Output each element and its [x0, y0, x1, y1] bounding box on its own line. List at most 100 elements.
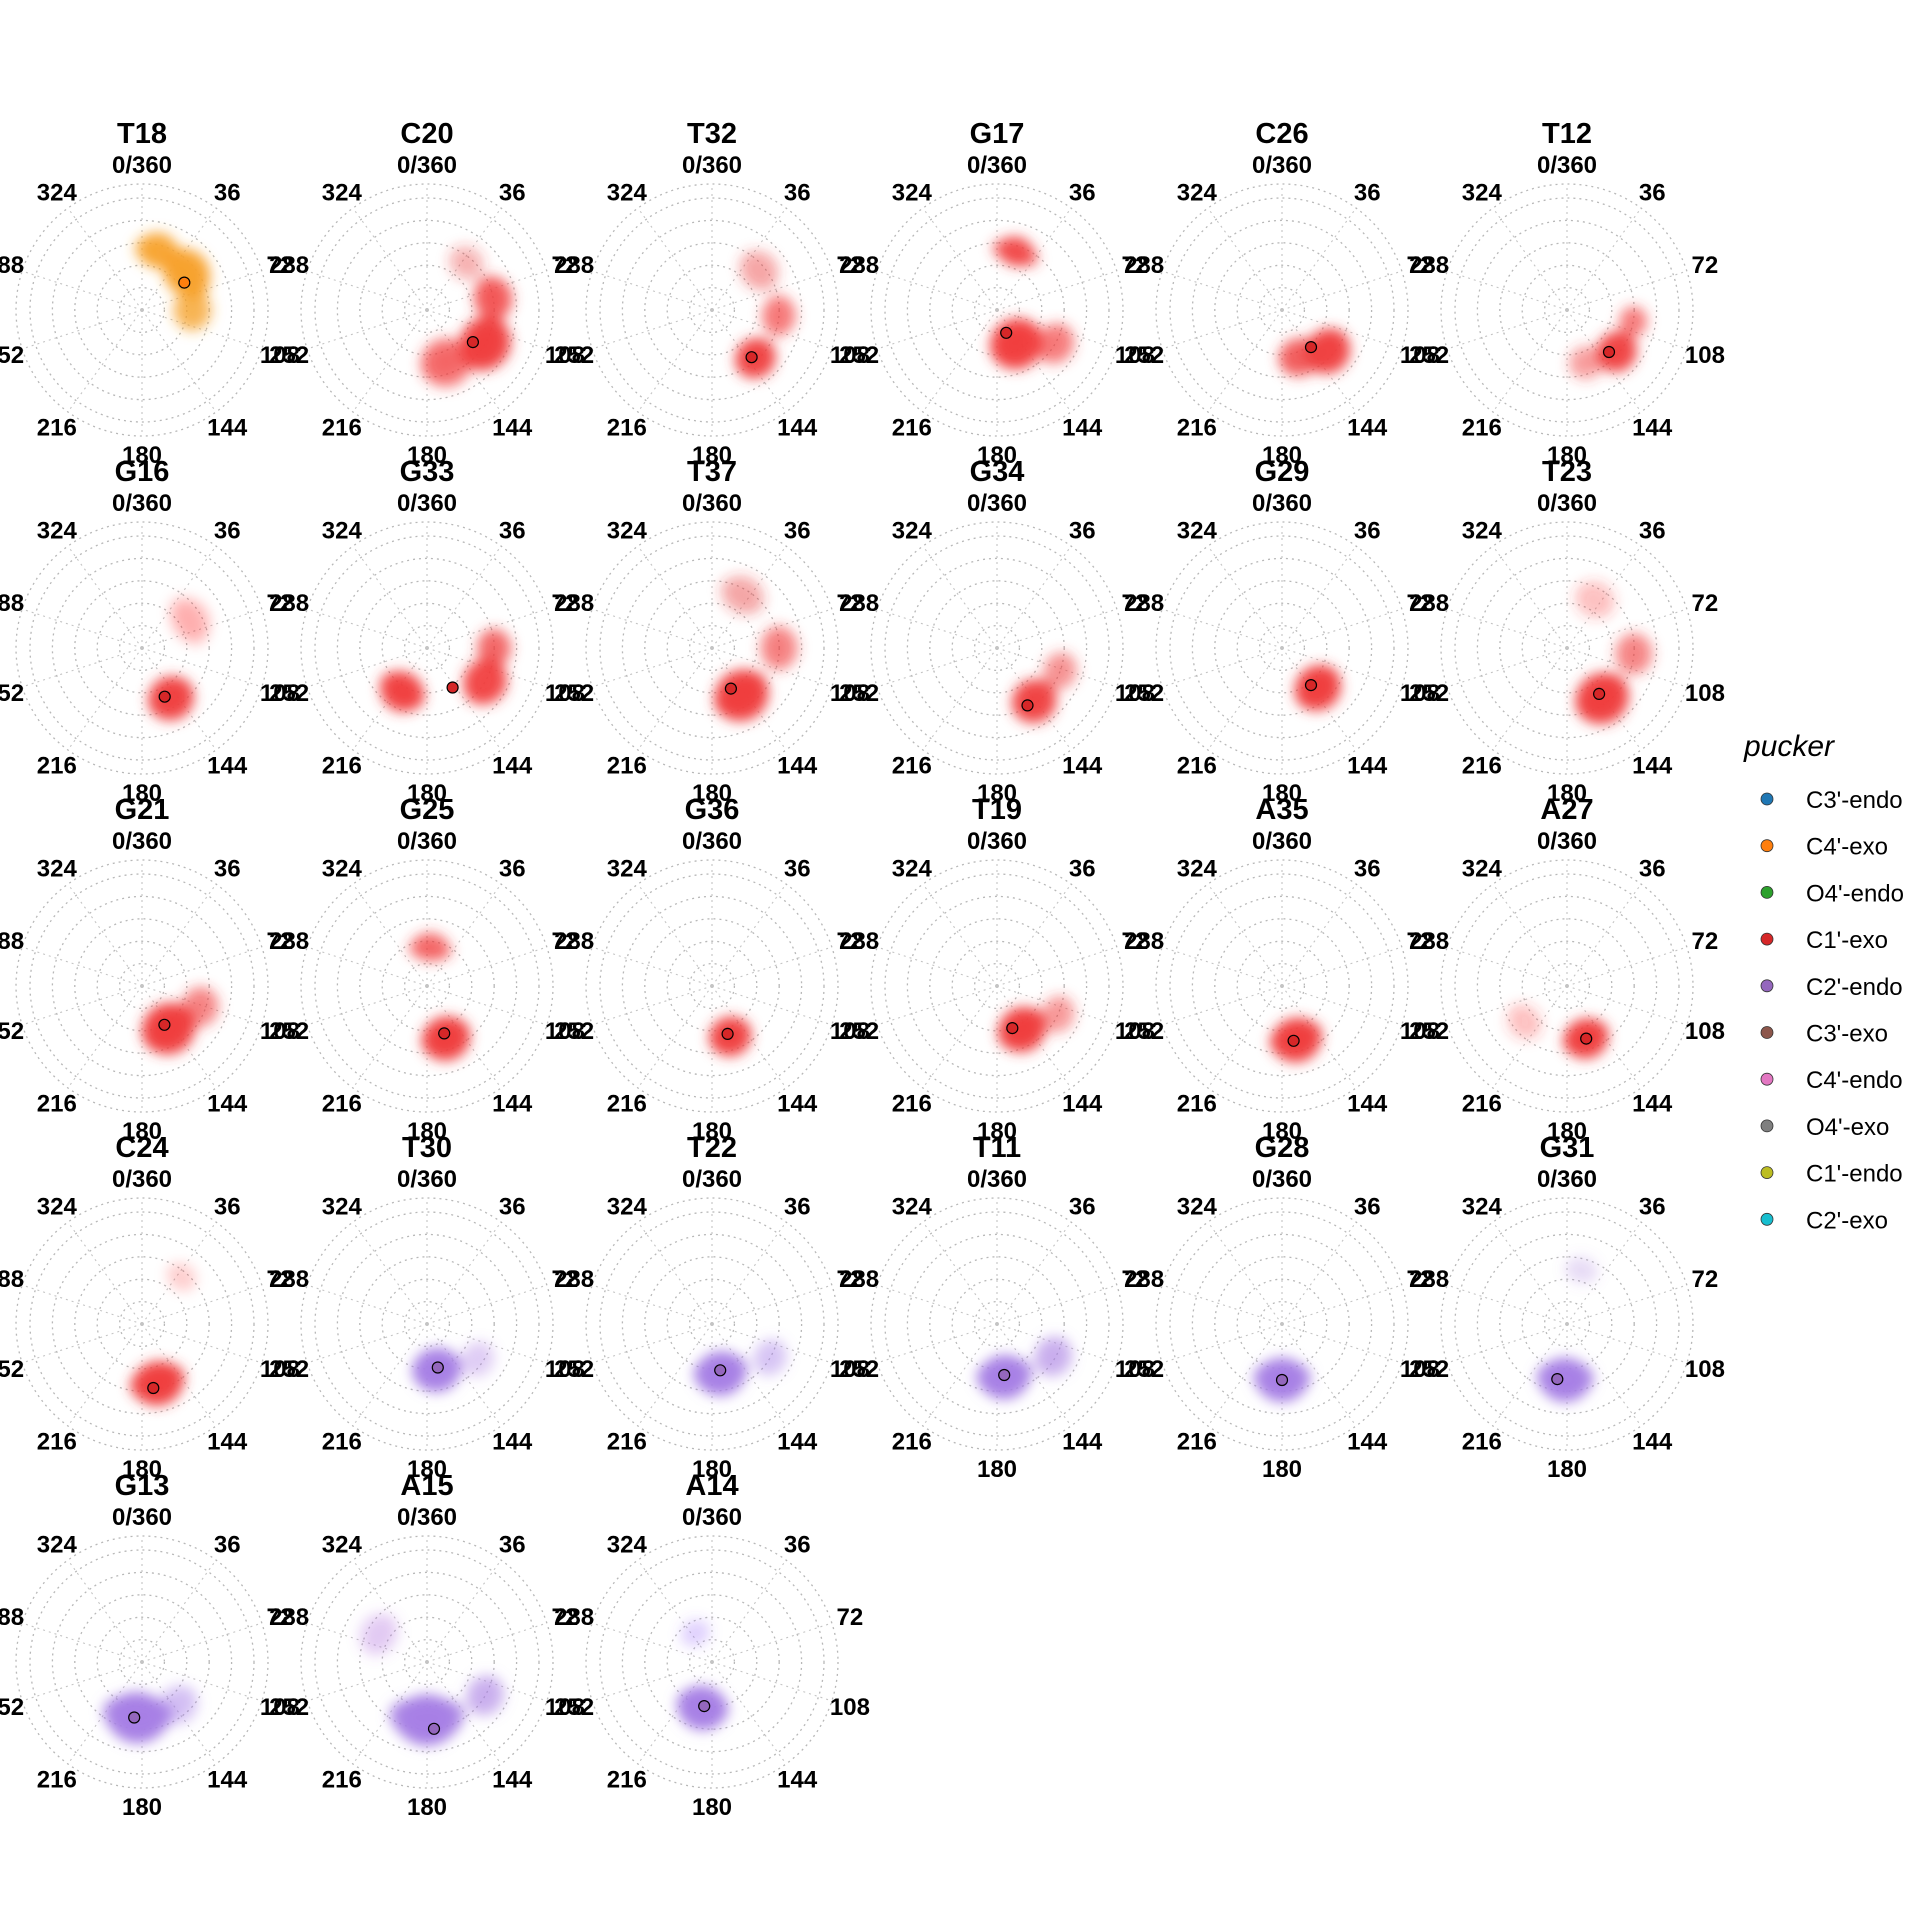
angle-tick-label: 108 [1400, 342, 1440, 369]
angle-tick-label: 72 [1407, 1266, 1434, 1293]
grid-ring [951, 1278, 1043, 1370]
panel-title: T22 [687, 1132, 737, 1164]
angle-tick-label: 36 [1639, 1194, 1666, 1221]
angle-tick-label: 0/360 [682, 1166, 742, 1193]
panel-title: G28 [1255, 1132, 1310, 1164]
grid-spoke [637, 309, 713, 413]
angle-tick-label: 36 [784, 180, 811, 207]
mean-pucker-point [724, 682, 738, 695]
grid-ring [1258, 962, 1306, 1010]
angle-tick-label: 324 [1177, 856, 1218, 883]
grid-ring-outer [300, 1535, 554, 1789]
panel-title: A27 [1540, 794, 1593, 826]
grid-spoke [1207, 545, 1283, 649]
grid-ring [599, 873, 825, 1099]
grid-spoke [1566, 946, 1687, 987]
angle-tick-label: 180 [692, 1794, 732, 1821]
pucker-legend: pucker C3'-endo C4'-exo O4'-endo C1'-exo C2'… [1743, 730, 1904, 1234]
grid-spoke [141, 946, 262, 987]
grid-spoke [67, 545, 143, 649]
grid-ring-outer [1440, 183, 1694, 437]
angle-tick-label: 252 [1124, 1356, 1164, 1383]
grid-spoke [637, 1221, 713, 1325]
angle-tick-label: 252 [269, 1356, 309, 1383]
density-core [1569, 345, 1604, 380]
grid-ring [1454, 873, 1680, 1099]
mean-pucker-point [1006, 1021, 1019, 1035]
grid-spoke [141, 1323, 262, 1364]
angle-tick-label: 252 [1124, 1018, 1164, 1045]
mean-pucker-point [1000, 326, 1013, 339]
angle-tick-label: 324 [607, 1194, 648, 1221]
grid-spoke [67, 883, 143, 987]
angle-tick-label: 0/360 [967, 490, 1027, 517]
grid-ring [1214, 580, 1350, 716]
grid-ring-outer [300, 521, 554, 775]
grid-spoke [1492, 1221, 1568, 1325]
angle-tick-label: 288 [554, 928, 594, 955]
angle-tick-label: 36 [1639, 180, 1666, 207]
grid-ring [1543, 962, 1591, 1010]
angle-tick-label: 0/360 [1252, 490, 1312, 517]
angle-tick-label: 324 [322, 180, 363, 207]
grid-spoke [1447, 647, 1568, 688]
grid-ring [666, 264, 758, 356]
grid-ring [929, 1256, 1065, 1392]
grid-spoke [1281, 270, 1402, 311]
grid-ring [644, 918, 780, 1054]
angle-tick-label: 108 [545, 1356, 585, 1383]
panel-title: T12 [1542, 118, 1592, 150]
angle-tick-label: 108 [830, 1018, 870, 1045]
grid-spoke [922, 647, 998, 751]
grid-spoke [1162, 608, 1283, 649]
angle-tick-label: 180 [1262, 1456, 1302, 1483]
grid-spoke [352, 1221, 428, 1325]
grid-spoke [426, 1221, 502, 1325]
angle-tick-label: 180 [407, 780, 447, 807]
grid-spoke [711, 1221, 787, 1325]
angle-tick-label: 144 [777, 1766, 818, 1793]
mean-pucker-point [431, 1361, 444, 1374]
grid-ring [118, 962, 166, 1010]
density-core [1043, 653, 1078, 689]
angle-tick-label: 324 [607, 518, 648, 545]
density-core [449, 245, 484, 280]
grid-ring-outer [15, 1197, 269, 1451]
grid-spoke [1492, 309, 1568, 413]
grid-ring [599, 535, 825, 761]
angle-tick-label: 216 [1462, 752, 1502, 779]
grid-ring-outer [585, 1197, 839, 1451]
grid-ring [973, 624, 1021, 672]
angle-tick-label: 288 [1124, 1266, 1164, 1293]
angle-tick-label: 180 [122, 1456, 162, 1483]
angle-tick-label: 324 [37, 1532, 78, 1559]
angle-tick-label: 216 [607, 1766, 647, 1793]
density-core [717, 671, 766, 720]
angle-tick-label: 180 [692, 1456, 732, 1483]
angle-tick-label: 144 [1632, 752, 1673, 779]
density-core [1507, 1004, 1542, 1040]
grid-ring [599, 1211, 825, 1437]
grid-ring [1169, 197, 1395, 423]
angle-tick-label: 144 [777, 752, 818, 779]
angle-tick-label: 252 [554, 1018, 594, 1045]
density-cloud [101, 1682, 201, 1746]
angle-tick-label: 324 [607, 1532, 648, 1559]
angle-tick-label: 180 [1547, 442, 1587, 469]
angle-tick-label: 108 [830, 342, 870, 369]
grid-spoke [1162, 985, 1283, 1026]
grid-ring [951, 940, 1043, 1032]
angle-tick-label: 108 [1400, 1018, 1440, 1045]
grid-spoke [1492, 883, 1568, 987]
legend-label: C2'-exo [1806, 1207, 1888, 1234]
angle-tick-label: 72 [552, 1604, 579, 1631]
angle-tick-label: 216 [607, 1428, 647, 1455]
grid-ring [51, 895, 233, 1077]
grid-ring [336, 1571, 518, 1753]
angle-tick-label: 36 [784, 1194, 811, 1221]
legend-key [1760, 1072, 1774, 1086]
